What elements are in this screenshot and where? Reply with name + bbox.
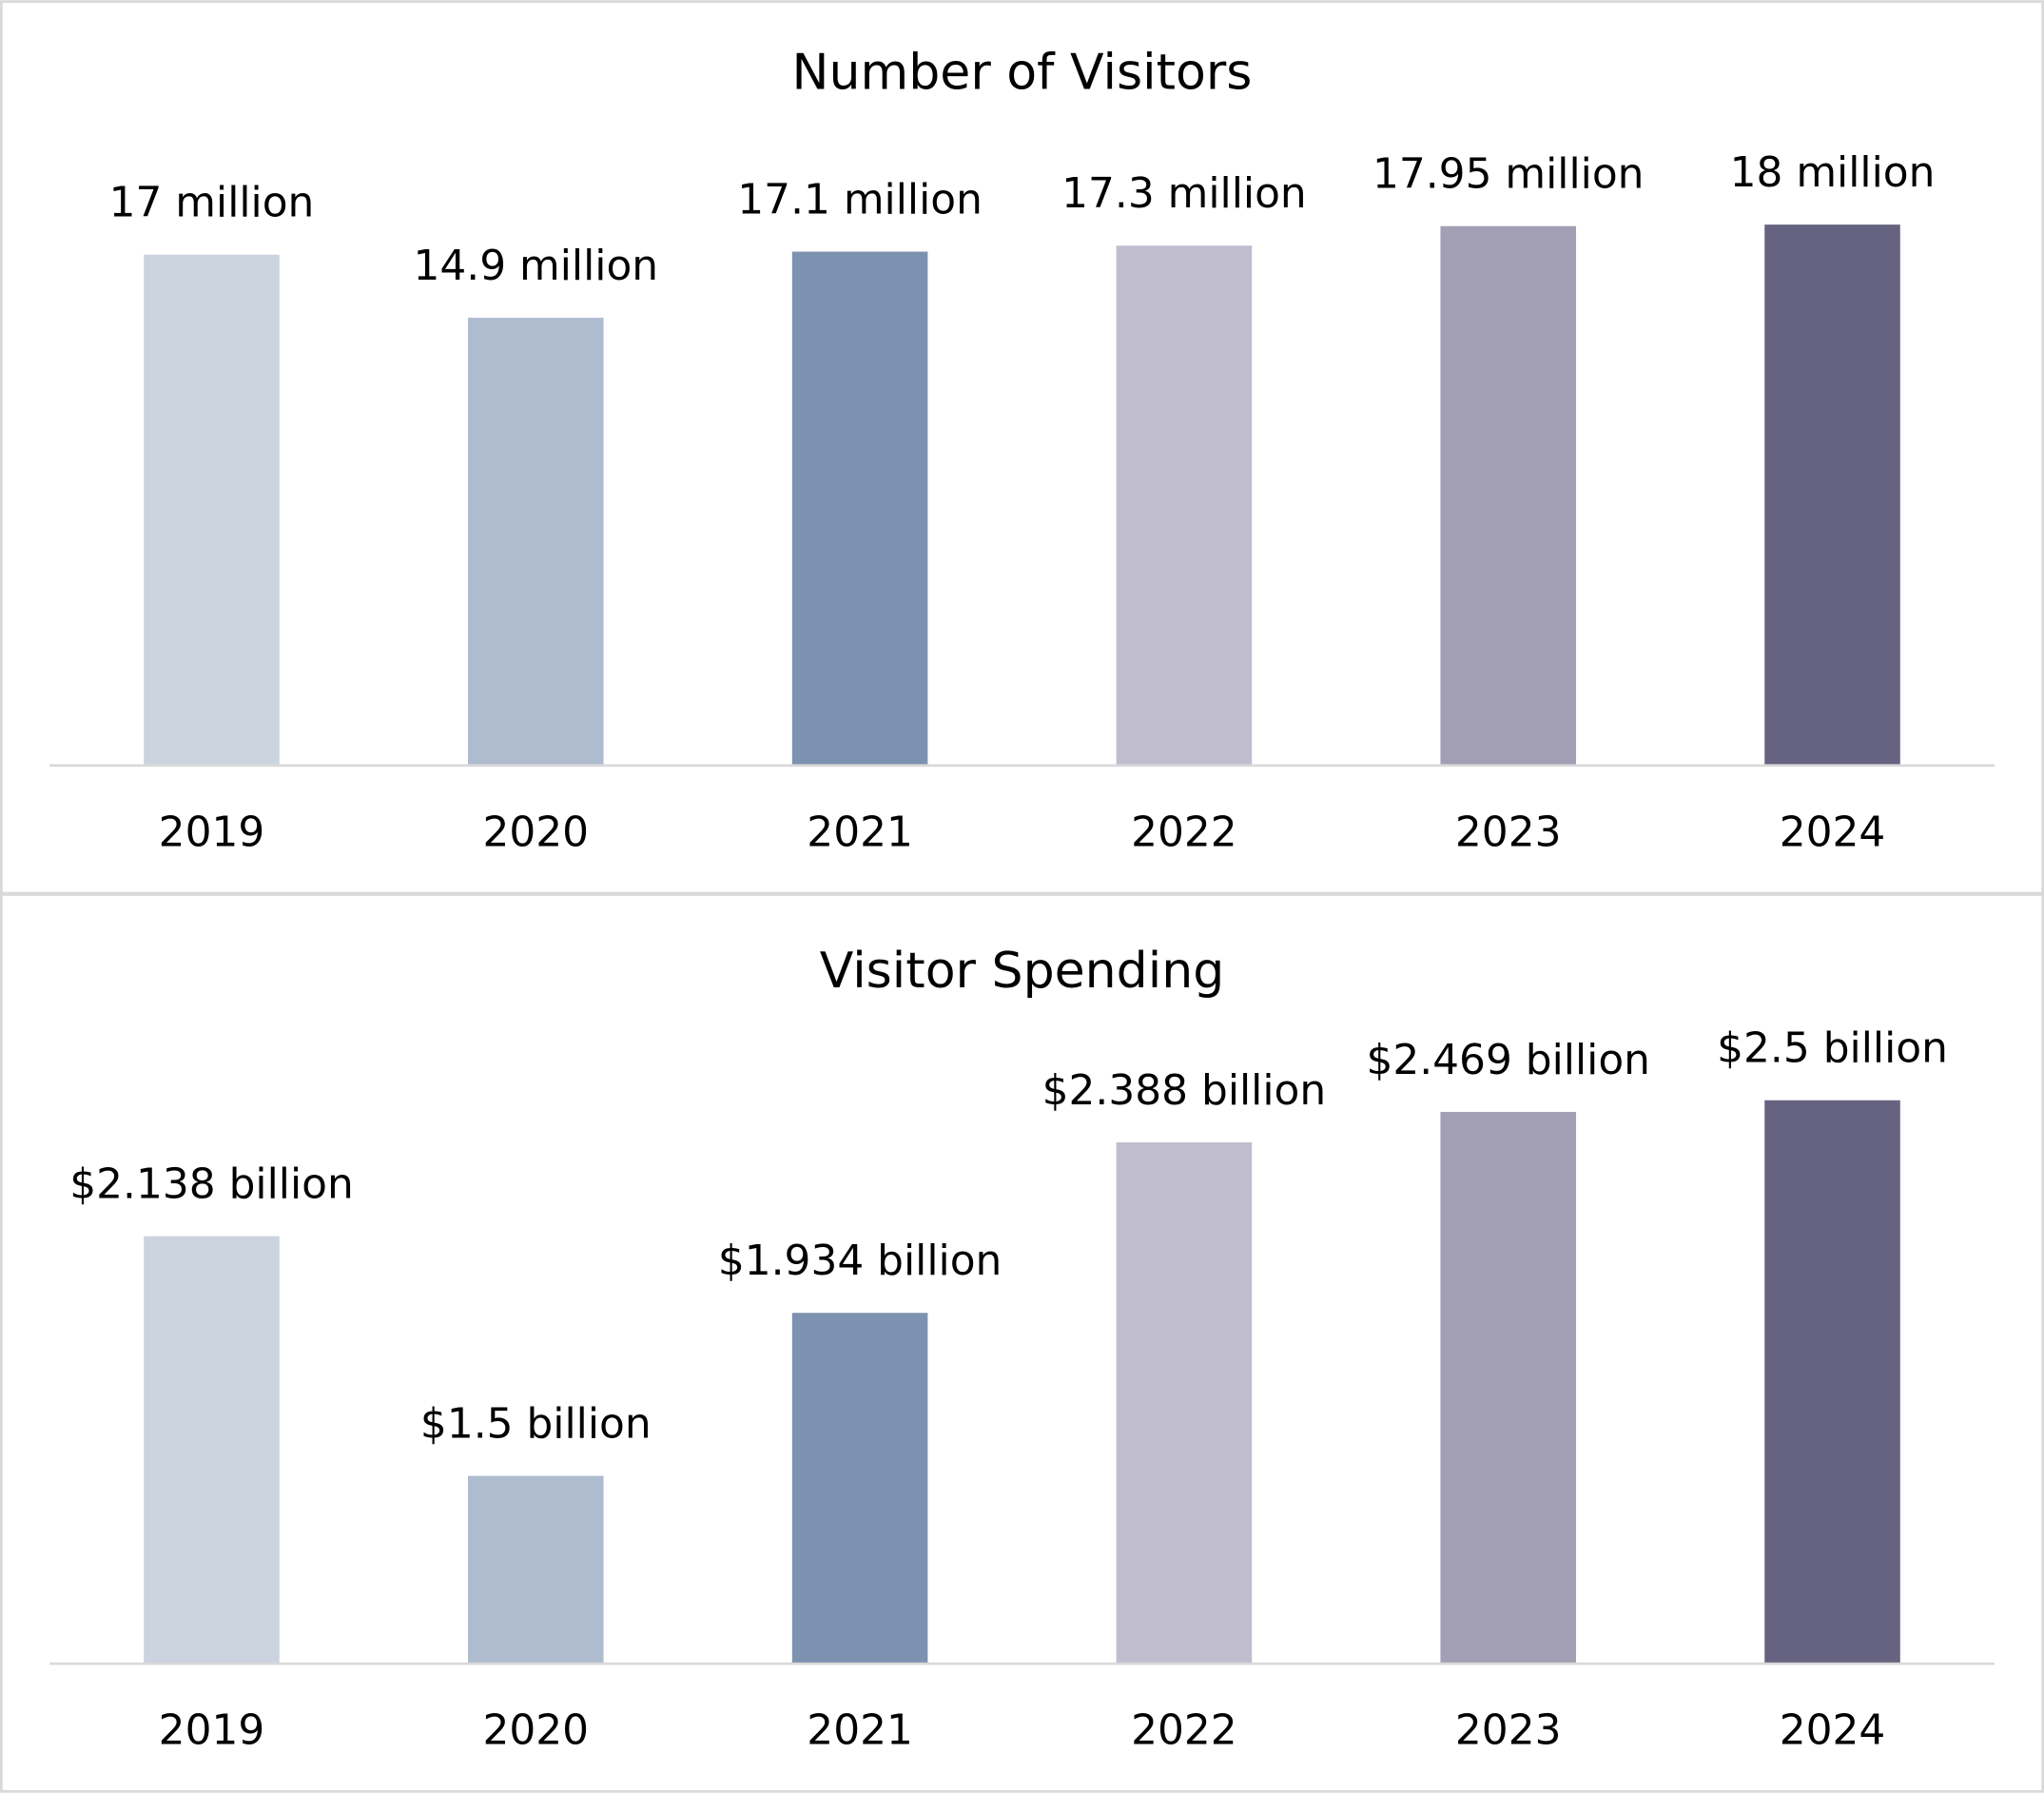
bar bbox=[1440, 225, 1576, 766]
x-tick-label: 2023 bbox=[1455, 1706, 1562, 1755]
bar bbox=[1764, 1100, 1900, 1665]
data-label: $2.5 billion bbox=[1717, 1024, 1948, 1073]
bar bbox=[1116, 245, 1253, 766]
x-tick-label: 2019 bbox=[159, 808, 265, 856]
x-tick-label: 2020 bbox=[482, 808, 589, 856]
data-label: $1.934 billion bbox=[718, 1237, 1003, 1285]
chart-title: Visitor Spending bbox=[820, 943, 1225, 1000]
bar bbox=[468, 1475, 604, 1665]
data-label: $2.138 billion bbox=[69, 1160, 354, 1209]
data-label: 17.95 million bbox=[1372, 150, 1645, 199]
bar bbox=[468, 318, 604, 766]
x-tick-label: 2019 bbox=[159, 1706, 265, 1755]
x-tick-label: 2024 bbox=[1780, 1706, 1886, 1755]
data-label: 17.1 million bbox=[737, 175, 983, 224]
bar bbox=[144, 1236, 280, 1665]
bar bbox=[1440, 1111, 1576, 1665]
bar bbox=[1764, 224, 1900, 766]
x-tick-label: 2024 bbox=[1780, 808, 1886, 856]
x-tick-label: 2023 bbox=[1455, 808, 1562, 856]
data-label: 17.3 million bbox=[1061, 169, 1307, 218]
x-tick-label: 2021 bbox=[807, 808, 913, 856]
x-tick-label: 2021 bbox=[807, 1706, 913, 1755]
x-tick-label: 2022 bbox=[1131, 808, 1237, 856]
bar bbox=[1116, 1141, 1253, 1665]
x-tick-label: 2022 bbox=[1131, 1706, 1237, 1755]
data-label: 18 million bbox=[1730, 148, 1936, 197]
chart-title: Number of Visitors bbox=[792, 45, 1253, 102]
data-label: 14.9 million bbox=[413, 242, 658, 290]
panel bbox=[0, 893, 2044, 1793]
data-label: $2.388 billion bbox=[1042, 1066, 1327, 1115]
data-label: $1.5 billion bbox=[420, 1400, 652, 1449]
bar bbox=[791, 251, 928, 766]
bar bbox=[791, 1313, 928, 1665]
bar bbox=[144, 254, 280, 766]
x-tick-label: 2020 bbox=[482, 1706, 589, 1755]
panel bbox=[0, 0, 2044, 895]
data-label: $2.469 billion bbox=[1366, 1036, 1650, 1084]
data-label: 17 million bbox=[109, 179, 315, 227]
